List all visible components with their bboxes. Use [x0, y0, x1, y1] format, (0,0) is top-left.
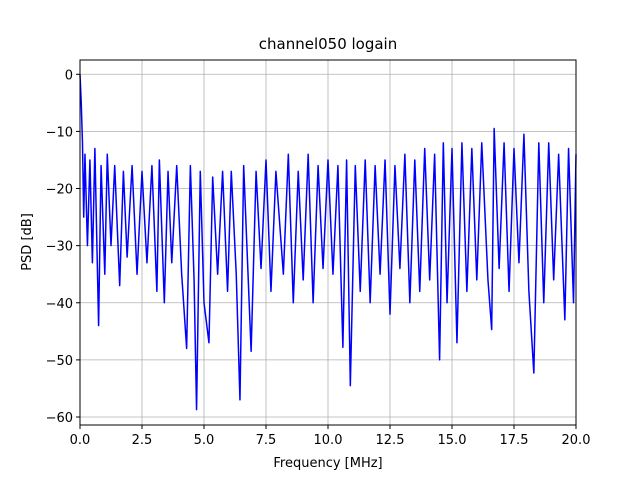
x-tick-label: 10.0: [314, 433, 343, 448]
y-tick-label: −50: [46, 354, 73, 369]
x-tick-label: 5.0: [194, 433, 215, 448]
x-tick-label: 20.0: [562, 433, 591, 448]
y-tick-label: −30: [46, 240, 73, 255]
y-tick-label: −40: [46, 297, 73, 312]
y-axis-label: PSD [dB]: [20, 213, 35, 271]
plot-frame: [79, 59, 577, 426]
x-tick-label: 12.5: [376, 433, 405, 448]
x-tick-label: 7.5: [256, 433, 277, 448]
y-tick-label: −60: [46, 411, 73, 426]
x-tick-label: 2.5: [132, 433, 153, 448]
y-tick-label: −10: [46, 125, 73, 140]
chart-title: channel050 logain: [259, 35, 398, 53]
x-tick-label: 17.5: [500, 433, 529, 448]
x-tick-label: 15.0: [438, 433, 467, 448]
x-tick-label: 0.0: [70, 433, 91, 448]
y-tick-label: 0: [65, 68, 73, 83]
data-line: [79, 74, 577, 411]
y-tick-label: −20: [46, 183, 73, 198]
x-axis-label: Frequency [MHz]: [273, 456, 382, 471]
